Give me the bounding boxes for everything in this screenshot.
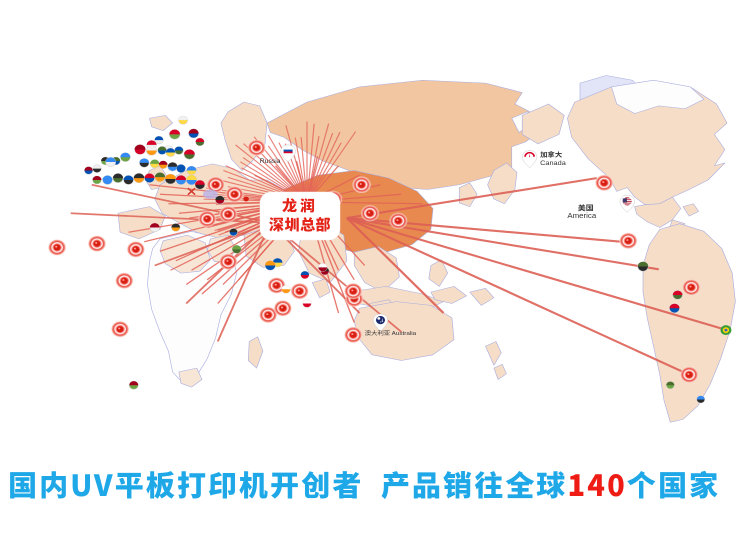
svg-text:加拿大: 加拿大	[540, 151, 562, 160]
svg-text:America: America	[567, 211, 597, 220]
svg-text:澳大利亚 Australia: 澳大利亚 Australia	[365, 329, 417, 337]
svg-text:Canada: Canada	[540, 160, 566, 167]
svg-text:Russia: Russia	[260, 158, 281, 165]
